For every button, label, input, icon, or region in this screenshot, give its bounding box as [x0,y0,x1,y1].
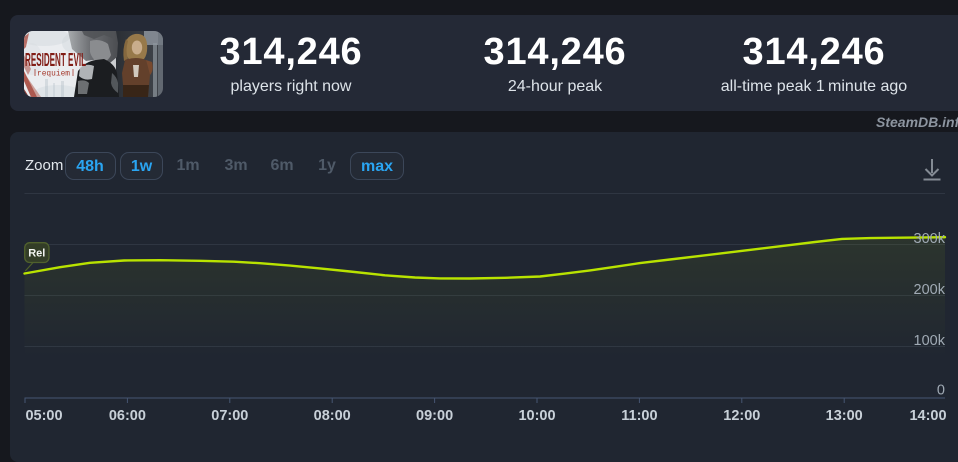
svg-text:12:00: 12:00 [723,408,760,424]
svg-text:06:00: 06:00 [109,408,146,424]
svg-text:11:00: 11:00 [621,408,657,424]
svg-text:RESIDENT EVIL: RESIDENT EVIL [25,50,86,70]
svg-text:14:00: 14:00 [909,408,946,424]
svg-text:07:00: 07:00 [211,408,248,424]
svg-text:100k: 100k [914,333,946,349]
svg-text:Rel: Rel [28,247,45,259]
svg-text:0: 0 [937,383,945,399]
svg-text:09:00: 09:00 [416,408,453,424]
svg-text:13:00: 13:00 [826,408,863,424]
svg-text:requiem: requiem [37,70,70,79]
svg-text:300k: 300k [914,231,946,247]
svg-text:200k: 200k [914,282,946,298]
svg-text:10:00: 10:00 [518,408,555,424]
svg-text:05:00: 05:00 [25,408,62,424]
svg-text:08:00: 08:00 [314,408,351,424]
